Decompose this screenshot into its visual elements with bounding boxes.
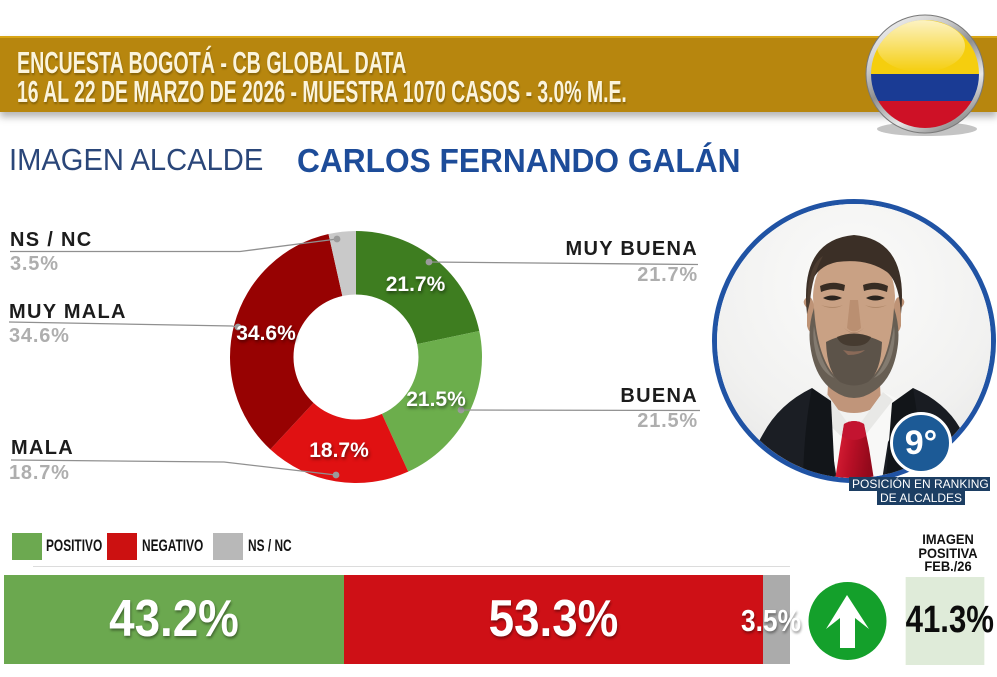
svg-text:21.7%: 21.7% — [386, 273, 446, 296]
svg-text:34.6%: 34.6% — [236, 322, 296, 345]
svg-text:18.7%: 18.7% — [309, 439, 369, 462]
svg-text:21.5%: 21.5% — [406, 388, 466, 411]
